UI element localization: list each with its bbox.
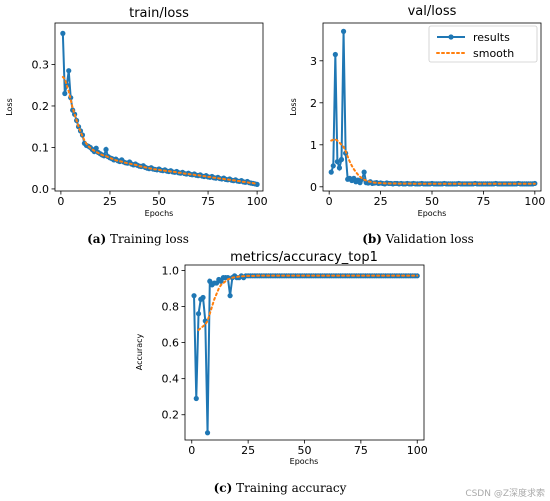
y-tick-label: 0 bbox=[310, 181, 317, 194]
x-axis-label: Epochs bbox=[145, 209, 174, 218]
legend-label-results: results bbox=[473, 31, 510, 44]
y-tick-label: 0.8 bbox=[162, 300, 180, 313]
y-tick-label: 1 bbox=[310, 139, 317, 152]
x-axis-label: Epochs bbox=[418, 209, 447, 218]
x-tick-label: 0 bbox=[57, 195, 64, 208]
series-line-smooth bbox=[330, 138, 536, 185]
y-tick-label: 0.2 bbox=[32, 100, 50, 113]
data-point-results bbox=[328, 169, 334, 175]
plot-area bbox=[328, 28, 538, 187]
x-axis-label: Epochs bbox=[290, 457, 319, 466]
series-line-smooth bbox=[61, 75, 259, 185]
chart-title: train/loss bbox=[129, 6, 189, 21]
x-tick-label: 50 bbox=[298, 444, 312, 457]
data-point-results bbox=[332, 51, 338, 58]
y-tick-label: 1.0 bbox=[162, 264, 180, 277]
series-line-results bbox=[193, 274, 418, 433]
y-tick-label: 0.1 bbox=[32, 141, 50, 154]
x-tick-label: 75 bbox=[476, 195, 490, 208]
data-point-results bbox=[93, 145, 99, 151]
x-tick-label: 0 bbox=[188, 444, 195, 457]
x-tick-label: 0 bbox=[326, 195, 333, 208]
chart-title: metrics/accuracy_top1 bbox=[230, 250, 378, 265]
data-point-results bbox=[204, 430, 211, 436]
series-line-smooth bbox=[197, 274, 419, 331]
x-tick-label: 75 bbox=[354, 444, 368, 457]
y-tick-label: 3 bbox=[310, 55, 317, 68]
y-tick-label: 0.3 bbox=[32, 58, 50, 71]
panel-training-loss: train/loss 0 25 50 75 100 0.0 0.1 0.2 0.3 Epochs Lo… bbox=[5, 6, 268, 218]
legend: results smooth bbox=[428, 25, 538, 63]
x-tick-label: 25 bbox=[374, 195, 388, 208]
y-tick-label: 0.2 bbox=[162, 409, 180, 422]
data-point-results bbox=[227, 293, 233, 299]
y-axis-label: Loss bbox=[289, 98, 298, 116]
plot-area bbox=[60, 30, 260, 187]
y-tick-label: 0.6 bbox=[162, 337, 180, 350]
data-point-results bbox=[334, 159, 340, 165]
legend-label-smooth: smooth bbox=[473, 47, 514, 60]
y-tick-label: 0.4 bbox=[162, 373, 180, 386]
data-point-results bbox=[60, 30, 66, 36]
x-tick-label: 100 bbox=[407, 444, 428, 457]
plot-frame bbox=[54, 22, 264, 192]
caption-c: (c) Training accuracy bbox=[214, 481, 347, 495]
y-axis-label: Accuracy bbox=[135, 333, 144, 370]
data-point-results bbox=[191, 293, 197, 299]
plot-frame bbox=[184, 264, 425, 441]
data-point-results bbox=[361, 169, 367, 175]
data-point-results bbox=[330, 163, 336, 169]
data-point-results bbox=[66, 68, 72, 74]
watermark: CSDN @Z深度求索 bbox=[465, 487, 545, 499]
x-tick-label: 25 bbox=[241, 444, 255, 457]
x-tick-label: 50 bbox=[152, 195, 166, 208]
x-tick-label: 75 bbox=[201, 195, 215, 208]
caption-a: (a) Training loss bbox=[87, 232, 189, 246]
series-line-results bbox=[61, 33, 258, 186]
panel-validation-loss: val/loss 0 25 50 75 100 0 1 2 3 Epochs Loss results s… bbox=[289, 4, 545, 218]
y-tick-label: 0.0 bbox=[32, 183, 50, 196]
x-tick-label: 100 bbox=[524, 195, 545, 208]
plot-area bbox=[191, 273, 420, 436]
data-point-results bbox=[336, 165, 343, 171]
x-tick-label: 50 bbox=[425, 195, 439, 208]
data-point-results bbox=[340, 28, 347, 34]
x-tick-label: 100 bbox=[247, 195, 268, 208]
data-point-results bbox=[338, 156, 345, 163]
x-tick-label: 25 bbox=[103, 195, 117, 208]
y-axis-label: Loss bbox=[5, 98, 14, 116]
y-tick-label: 2 bbox=[310, 97, 317, 110]
data-point-results bbox=[200, 294, 206, 301]
data-point-results bbox=[195, 311, 202, 317]
data-point-results bbox=[193, 395, 199, 402]
data-point-results bbox=[62, 90, 68, 97]
caption-b: (b) Validation loss bbox=[362, 232, 474, 246]
panel-training-accuracy: metrics/accuracy_top1 0 25 50 75 100 0.2 0.4 0.6… bbox=[135, 250, 428, 466]
chart-title: val/loss bbox=[408, 4, 457, 19]
data-point-results bbox=[254, 181, 260, 187]
legend-marker-results bbox=[448, 34, 454, 40]
data-point-results bbox=[103, 146, 109, 153]
